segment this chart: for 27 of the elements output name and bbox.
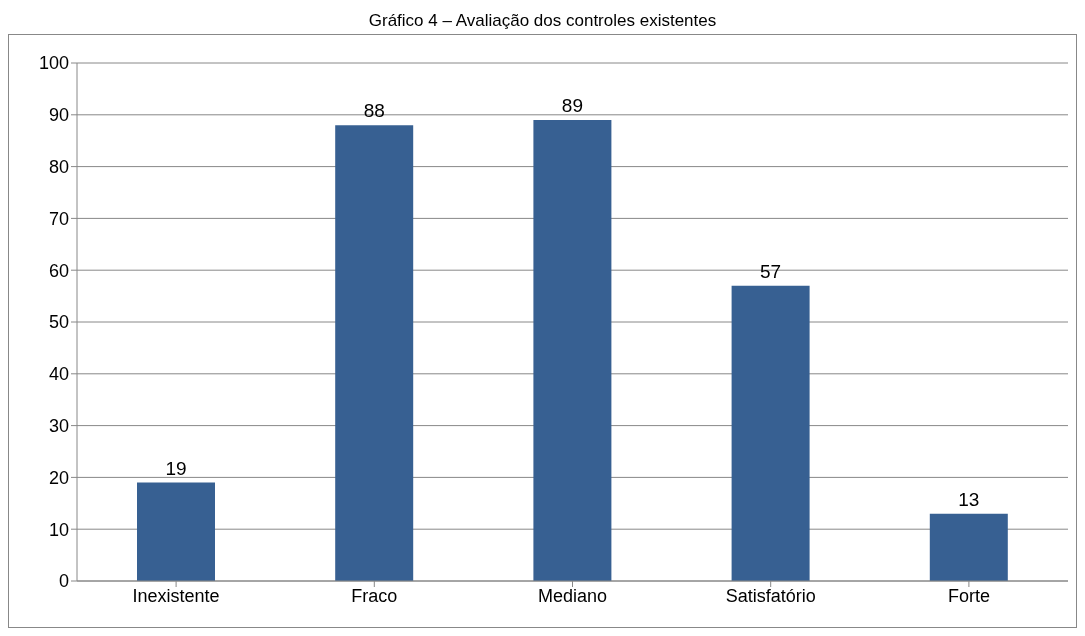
x-tick-label: Inexistente [132,585,220,606]
y-tick-label: 20 [48,467,69,488]
y-tick-label: 50 [48,312,69,333]
y-tick-label: 80 [48,156,69,177]
y-tick-label: 40 [48,364,69,385]
bar [929,513,1008,581]
bar [335,125,414,581]
data-label: 88 [363,100,385,122]
data-label: 19 [165,457,187,479]
x-tick-label: Fraco [351,585,398,606]
y-tick-label: 100 [38,53,69,74]
bar [533,119,612,581]
y-tick-label: 0 [58,571,69,592]
y-tick-label: 30 [48,415,69,436]
y-tick-label: 70 [48,208,69,229]
y-tick-label: 90 [48,105,69,126]
y-tick-label: 60 [48,260,69,281]
bar [731,285,810,581]
data-label: 57 [760,260,782,282]
bar [137,482,215,581]
x-tick-label: Mediano [537,585,608,606]
y-tick-label: 10 [48,519,69,540]
chart-title: Gráfico 4 – Avaliação dos controles existentes [367,10,718,32]
data-label: 13 [958,488,980,510]
data-label: 89 [561,94,583,116]
x-tick-label: Forte [947,585,990,606]
x-tick-label: Satisfatório [725,585,816,606]
